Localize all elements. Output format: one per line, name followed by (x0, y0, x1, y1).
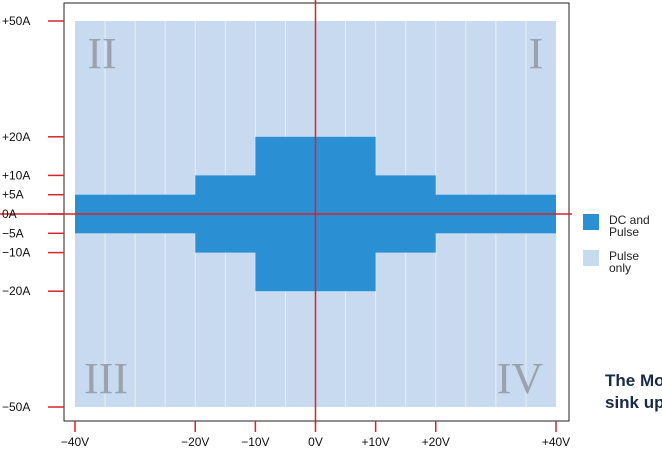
quadrant-label-i: I (529, 29, 544, 78)
x-tick-label: 0V (308, 435, 323, 449)
quadrant-label-ii: II (87, 29, 116, 78)
y-tick-label: +10A (2, 168, 30, 182)
x-tick-label: +40V (542, 435, 570, 449)
y-tick-label: +20A (2, 130, 30, 144)
x-tick-label: −10V (241, 435, 269, 449)
legend-label-dc-and-pulse: DC and Pulse (609, 213, 650, 239)
x-tick-label: −20V (181, 435, 209, 449)
y-tick-label: +5A (2, 188, 24, 202)
x-tick-label: +20V (422, 435, 450, 449)
legend-swatch-dc-and-pulse (583, 214, 599, 230)
y-tick-label: −50A (2, 400, 30, 414)
legend-item-dc-and-pulse: DC and Pulse (583, 214, 650, 238)
y-tick-label: −10A (2, 246, 30, 260)
quadrant-label-iv: IV (497, 354, 544, 403)
legend: DC and Pulse Pulse only (583, 214, 650, 286)
x-tick-label: +10V (361, 435, 389, 449)
y-tick-label: −20A (2, 284, 30, 298)
y-tick-label: +50A (2, 14, 30, 28)
x-tick-label: −40V (61, 435, 89, 449)
legend-swatch-pulse-only (583, 250, 599, 266)
legend-label-pulse-only: Pulse only (609, 249, 640, 275)
y-tick-label: 0A (2, 207, 17, 221)
legend-item-pulse-only: Pulse only (583, 250, 650, 274)
quadrant-label-iii: III (84, 354, 128, 403)
y-tick-label: −5A (2, 226, 24, 240)
caption-text: The Mo sink up (605, 371, 662, 412)
